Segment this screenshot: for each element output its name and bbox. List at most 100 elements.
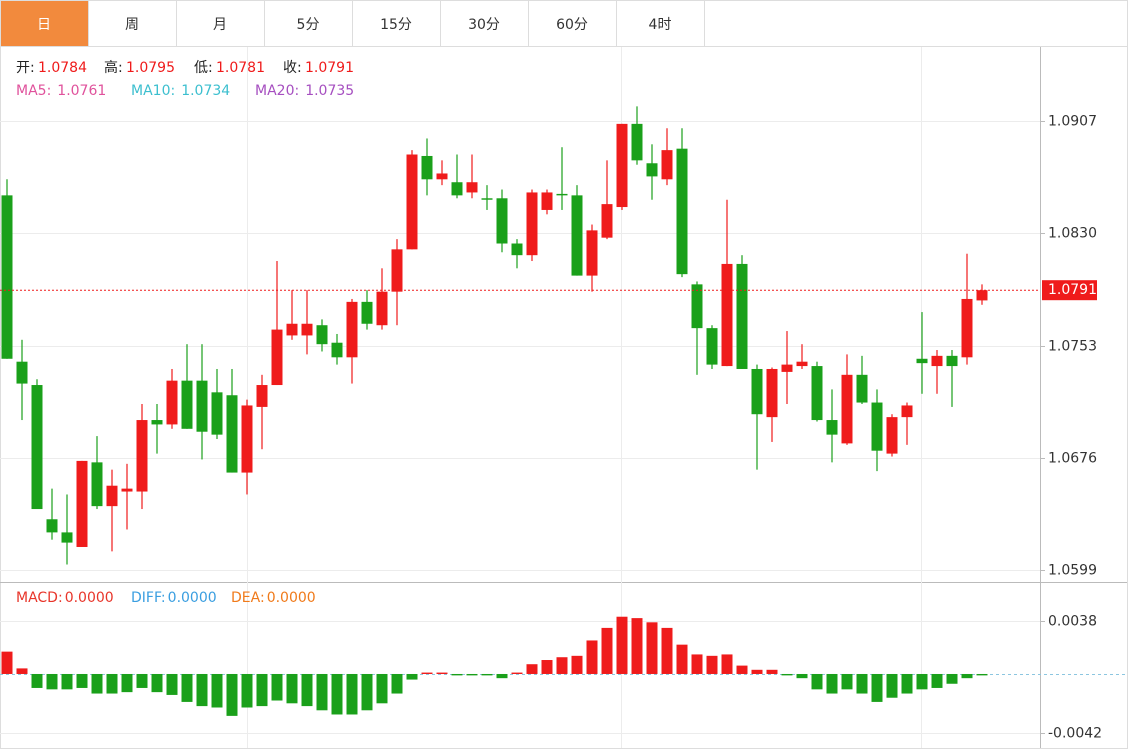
candle-body [931,355,943,367]
candle-body [61,532,73,543]
candle-body [901,405,913,418]
macd-bar [841,673,853,690]
ohlc-label: 高: [104,59,123,76]
candle-body [436,173,448,180]
ma-legend-name: MA5: [16,83,51,99]
macd-bar [61,673,73,690]
macd-bar [901,673,913,694]
macd-bar [601,627,613,674]
candle-body [121,488,133,492]
y-tick-label: 1.0676 [1048,451,1097,467]
last-price-box [1042,280,1097,301]
ma-legend-name: MA20: [255,83,299,99]
ohlc-label: 开: [16,60,35,76]
macd-bar [121,673,133,693]
candle-body [871,402,883,451]
macd-bar [766,669,778,674]
tab-label[interactable]: 月 [213,17,227,33]
macd-bar [856,673,868,694]
macd-bar [646,622,658,674]
candle-body [106,485,118,507]
macd-bar [361,673,373,711]
candle-body [526,192,538,256]
candle-body [361,301,373,324]
candle-body [421,155,433,180]
candle-body [556,193,568,196]
candle-body [886,417,898,454]
y2-tick-label: -0.0042 [1048,726,1102,742]
candle-body [196,380,208,432]
tab[interactable] [0,0,89,47]
candle-body [16,361,28,384]
macd-bar [691,654,703,674]
macd-bar [301,673,313,707]
macd-bar [886,673,898,698]
candle-body [616,123,628,208]
ma-legend-value: 1.0761 [57,83,106,99]
tab-label[interactable]: 30分 [468,17,500,33]
candle-body [721,263,733,367]
macd-bar [106,673,118,694]
candle-body [91,462,103,507]
candle-body [451,182,463,196]
tab-label[interactable]: 周 [125,17,139,33]
tab[interactable] [88,0,177,47]
tab-label[interactable]: 4时 [649,17,672,33]
macd-bar [1,651,13,674]
macd-legend-name: DEA: [231,590,265,606]
macd-bar [271,673,283,701]
macd-bar [826,673,838,694]
ohlc-value: 1.0781 [216,60,265,76]
candle-body [1,195,13,359]
ohlc-value: 1.0791 [305,60,354,76]
candle-body [181,380,193,429]
candle-body [511,243,523,256]
ma-legend-value: 1.0734 [181,83,230,99]
candle-body [676,148,688,275]
candle-body [811,366,823,421]
tab[interactable] [616,0,705,47]
tab-label[interactable]: 5分 [297,17,320,33]
macd-bar [631,618,643,674]
candle-body [601,204,613,238]
macd-bar [676,644,688,674]
macd-bar [961,673,973,679]
candle-body [481,198,493,200]
macd-bar [16,668,28,674]
tab[interactable] [440,0,529,47]
tab[interactable] [176,0,265,47]
y2-tick-label: 0.0038 [1048,614,1097,630]
macd-bar [91,673,103,694]
ohlc-value: 1.0795 [126,60,175,76]
candle-body [46,519,58,533]
candle-body [346,301,358,358]
candle-body [31,385,43,510]
candle-body [301,323,313,336]
macd-legend-name: MACD: [16,590,63,606]
candle-body [961,298,973,358]
macd-bar [466,673,478,676]
macd-bar [946,673,958,684]
tab-label[interactable]: 15分 [380,17,412,33]
macd-legend-name: DIFF: [131,590,166,606]
tab-label[interactable]: 60分 [556,17,588,33]
candle-body [316,325,328,345]
tab-label[interactable]: 日 [37,17,51,33]
candle-body [586,230,598,276]
macd-bar [721,654,733,674]
macd-bar [76,673,88,688]
ohlc-label: 收: [283,60,302,76]
macd-bar [931,673,943,688]
macd-bar [481,673,493,676]
ohlc-value: 1.0784 [38,60,87,76]
candle-body [706,328,718,365]
macd-bar [436,672,448,674]
macd-bar [511,672,523,674]
macd-bar [571,655,583,674]
macd-bar [196,673,208,707]
macd-bar [226,673,238,716]
candle-body [226,395,238,473]
macd-bar [316,673,328,711]
macd-bar [751,669,763,674]
